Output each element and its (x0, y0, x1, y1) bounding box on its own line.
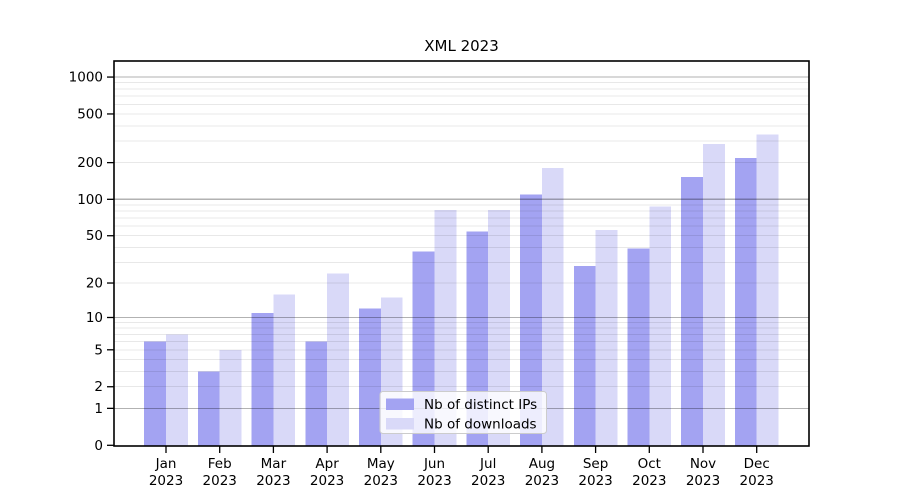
bar-downloads (327, 273, 349, 446)
x-axis-tick-label-month: Feb (208, 456, 232, 472)
x-axis-tick-label-year: 2023 (525, 473, 559, 489)
y-axis-tick-label: 1 (94, 401, 103, 417)
x-axis-tick-label-month: Oct (638, 456, 661, 472)
x-axis-tick-label-month: May (367, 456, 395, 472)
x-axis: Jan2023Feb2023Mar2023Apr2023May2023Jun20… (149, 446, 774, 489)
x-axis-tick-label-year: 2023 (203, 473, 237, 489)
x-axis-tick-label-year: 2023 (578, 473, 612, 489)
x-axis-tick-label-year: 2023 (256, 473, 290, 489)
x-axis-tick-label-year: 2023 (149, 473, 183, 489)
bar-downloads (434, 209, 457, 446)
bar-distinct-ips (681, 177, 703, 446)
x-axis-tick-label-month: Mar (261, 456, 287, 472)
x-axis-tick-label-year: 2023 (364, 473, 398, 489)
legend: Nb of distinct IPs Nb of downloads (379, 391, 547, 434)
bar-downloads (649, 206, 672, 446)
x-axis-tick-label-year: 2023 (310, 473, 344, 489)
bar-distinct-ips (627, 248, 650, 446)
legend-box (379, 391, 547, 434)
chart-title: XML 2023 (424, 37, 499, 55)
bar-downloads (756, 134, 779, 446)
bar-distinct-ips (520, 194, 542, 446)
y-axis-tick-label: 10 (86, 310, 103, 326)
bar-distinct-ips (144, 341, 166, 446)
bar-distinct-ips (251, 312, 274, 446)
x-axis-tick-label-month: Nov (690, 456, 716, 472)
x-axis-tick-label-month: Sep (583, 456, 608, 472)
bar-distinct-ips (359, 308, 381, 446)
bar-distinct-ips (197, 371, 220, 446)
legend-label-downloads: Nb of downloads (424, 417, 537, 433)
y-axis-tick-label: 500 (77, 106, 103, 122)
bar-distinct-ips (305, 341, 328, 446)
legend-swatch-downloads (386, 418, 414, 430)
bar-downloads (488, 209, 510, 446)
x-axis-tick-label-month: Jun (423, 456, 445, 472)
bar-downloads (166, 334, 188, 446)
plot-border (113, 60, 810, 447)
y-axis-tick-label: 2 (94, 379, 103, 395)
bar-downloads (541, 168, 564, 446)
x-axis-tick-label-month: Dec (744, 456, 770, 472)
y-axis-tick-label: 5 (94, 342, 103, 358)
y-axis-tick-label: 1000 (69, 70, 103, 86)
bar-downloads (595, 229, 618, 446)
x-axis-tick-label-year: 2023 (686, 473, 720, 489)
bar-distinct-ips (734, 158, 757, 446)
bar-distinct-ips (573, 265, 596, 446)
legend-label-distinct-ips: Nb of distinct IPs (424, 397, 537, 413)
x-axis-tick-label-month: Jul (479, 456, 496, 472)
grid-layer (114, 76, 809, 409)
x-axis-tick-label-year: 2023 (471, 473, 505, 489)
bar-downloads (703, 143, 725, 446)
x-axis-tick-label-year: 2023 (740, 473, 774, 489)
x-axis-tick-label-month: Aug (529, 456, 555, 472)
y-axis-tick-label: 50 (86, 228, 103, 244)
bar-downloads (219, 349, 242, 446)
y-axis: 0 1 2 5 10 20 50 100 200 500 1000 (69, 70, 114, 454)
y-axis-tick-label: 100 (77, 192, 103, 208)
y-axis-tick-label: 20 (86, 276, 103, 292)
x-axis-tick-label-month: Apr (315, 456, 339, 472)
x-axis-tick-label-year: 2023 (632, 473, 666, 489)
y-axis-tick-label: 200 (77, 155, 103, 171)
x-axis-tick-label-year: 2023 (417, 473, 451, 489)
x-axis-tick-label-month: Jan (155, 456, 177, 472)
legend-swatch-distinct-ips (386, 398, 414, 410)
bar-downloads (273, 294, 296, 446)
y-axis-tick-label: 0 (94, 438, 103, 454)
